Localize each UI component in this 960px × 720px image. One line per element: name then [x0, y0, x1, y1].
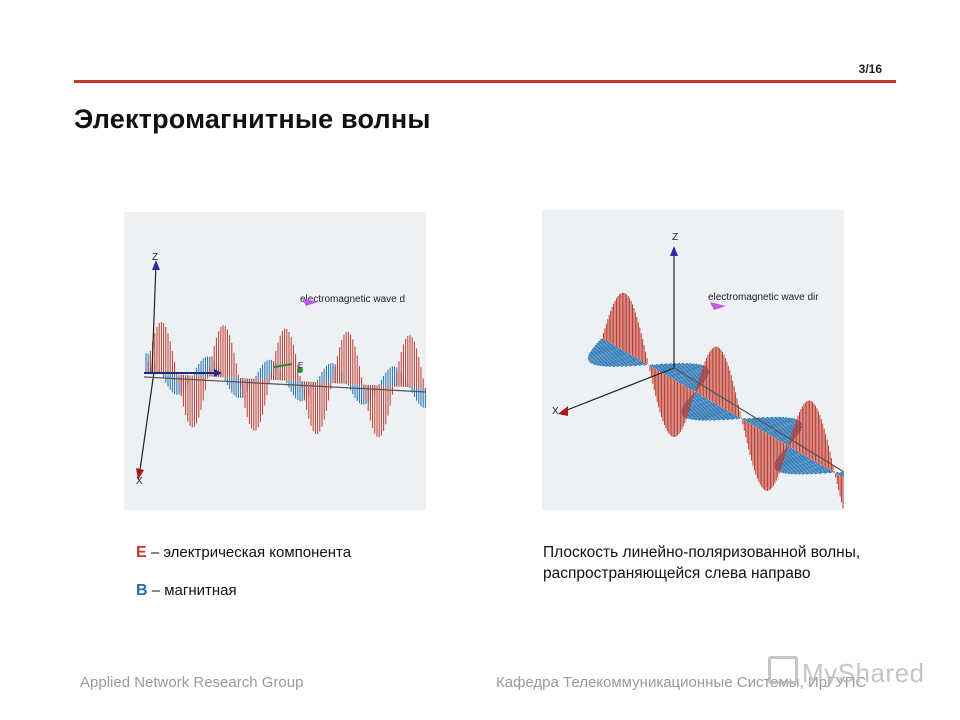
x-axis-label: X [552, 406, 559, 417]
legend-magnetic: B – магнитная [136, 582, 237, 600]
legend-b-letter: B [136, 582, 148, 599]
z-axis [151, 263, 157, 373]
direction-label: electromagnetic wave dir [708, 292, 819, 303]
legend-e-text: – электрическая компонента [150, 544, 352, 561]
watermark: MyShared [768, 656, 925, 689]
y-axis-arrow [214, 369, 222, 377]
e-field-label: E [298, 361, 303, 370]
page-number: 3/16 [858, 62, 882, 76]
z-axis-arrow [152, 260, 160, 270]
em-wave-figure-right: Z X electromagnetic wave dir [542, 210, 844, 510]
figure-caption: Плоскость линейно-поляризованной волны, … [543, 544, 861, 582]
propagation-axis [673, 367, 844, 473]
electric-wave-trace [602, 292, 844, 509]
em-wave-figure-left: Z X E electromagnetic wave d [124, 212, 426, 510]
page-title: Электромагнитные волны [74, 104, 431, 134]
x-axis [138, 371, 155, 478]
footer-right: Кафедра Телекоммуникационные Системы, Ир… [496, 674, 867, 691]
z-axis-label: Z [672, 232, 678, 243]
legend-electric: E – электрическая компонента [136, 544, 351, 562]
z-axis-label: Z [152, 252, 158, 263]
legend-b-text: – магнитная [151, 582, 237, 599]
footer-left: Applied Network Research Group [80, 674, 304, 691]
x-axis-arrow [136, 468, 144, 480]
x-axis-label: X [136, 476, 143, 487]
electric-wave-trace [147, 321, 426, 438]
direction-arrow-icon [710, 302, 726, 310]
legend-e-letter: E [136, 544, 147, 561]
propagation-axis [143, 376, 426, 393]
header-rule [74, 80, 896, 83]
x-axis [561, 367, 675, 413]
watermark-text: MyShared [802, 658, 925, 688]
x-axis-arrow [558, 406, 568, 416]
presentation-icon [768, 656, 798, 684]
direction-label: electromagnetic wave d [300, 294, 405, 305]
direction-arrow-icon [302, 298, 318, 306]
z-axis-arrow [670, 246, 678, 256]
